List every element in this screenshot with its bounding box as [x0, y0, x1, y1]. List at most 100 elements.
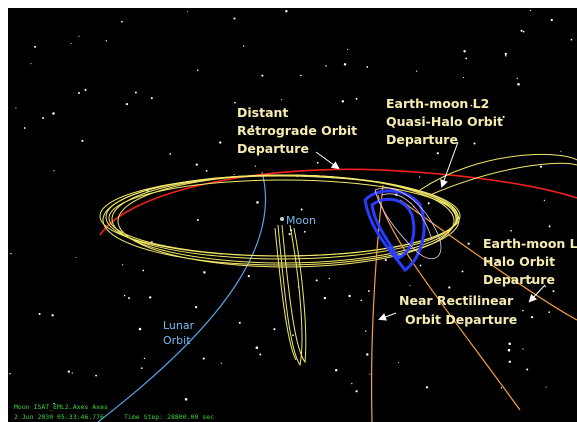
annotation: Earth-moon L2 [386, 96, 489, 111]
star [369, 374, 370, 375]
annotation: Distant [237, 105, 288, 120]
star [366, 353, 368, 355]
star [95, 375, 97, 377]
star [68, 370, 70, 372]
annotation: Departure [483, 272, 555, 287]
annotation: Orbit Departure [405, 312, 517, 327]
star [261, 75, 263, 77]
star [468, 243, 470, 245]
star [243, 45, 244, 46]
star [324, 297, 326, 299]
star [523, 31, 525, 33]
star [448, 286, 450, 288]
star [351, 383, 352, 384]
star [285, 10, 287, 12]
star [526, 368, 528, 370]
star [128, 297, 130, 299]
star [24, 127, 26, 129]
star [356, 98, 358, 100]
star [139, 328, 142, 331]
star [548, 311, 550, 313]
star [142, 270, 144, 272]
star [52, 112, 55, 115]
frame-label: Moon ISAT_EML2.Axes Axes [14, 403, 108, 411]
lunar-orbit-label: Lunar [163, 319, 195, 332]
star [149, 296, 151, 298]
star [187, 11, 188, 12]
star [501, 387, 502, 388]
star [344, 63, 346, 65]
star [126, 103, 128, 105]
annotation: Departure [237, 141, 309, 156]
star [289, 233, 291, 235]
annotation: Halo Orbit [483, 254, 555, 269]
star [124, 295, 125, 296]
moon-label: Moon [286, 214, 316, 227]
star [78, 92, 80, 94]
star [426, 386, 428, 388]
star [30, 63, 31, 64]
star [151, 97, 153, 99]
annotation: Retrograde Orbit [237, 123, 357, 138]
star [42, 117, 44, 119]
star [15, 108, 16, 109]
star [463, 50, 465, 52]
star [508, 349, 511, 352]
star [522, 310, 523, 311]
star [437, 152, 439, 154]
star [234, 102, 236, 104]
moon [280, 217, 284, 221]
star [71, 43, 72, 44]
star [517, 78, 518, 79]
star [355, 390, 357, 392]
annotation: Earth-moon L2 [483, 236, 577, 251]
star [219, 141, 221, 143]
star [549, 225, 551, 227]
star [509, 361, 511, 363]
annotation: Departure [386, 132, 458, 147]
star [304, 231, 306, 233]
star [462, 270, 464, 272]
star [428, 202, 430, 204]
star [195, 306, 197, 308]
star [206, 170, 208, 172]
star [221, 363, 222, 364]
star [135, 92, 137, 94]
star [409, 285, 410, 286]
star [385, 259, 387, 261]
star [185, 398, 188, 401]
star [169, 153, 171, 155]
star [551, 19, 553, 21]
star [248, 275, 250, 277]
star [51, 314, 53, 316]
star [530, 10, 531, 11]
star [84, 89, 86, 91]
star [301, 208, 303, 210]
star [203, 358, 205, 360]
star [203, 271, 205, 273]
star [256, 201, 259, 204]
star [122, 264, 123, 265]
star [347, 49, 348, 50]
orbit-view: Distant Retrograde Orbit Departure Earth… [0, 0, 577, 422]
star [398, 362, 399, 363]
star [196, 163, 198, 165]
star [505, 55, 507, 57]
star [571, 39, 573, 41]
star [34, 46, 36, 48]
star [300, 75, 302, 77]
star [348, 295, 350, 297]
star [9, 373, 10, 374]
star [233, 17, 235, 19]
star [292, 334, 294, 336]
time-step-label: Time Step: 28800.00 sec [124, 413, 214, 421]
star [75, 257, 76, 258]
star [325, 65, 327, 67]
annotation: Near Rectilinear [399, 293, 514, 308]
star [540, 166, 542, 168]
star [335, 369, 337, 371]
star [420, 265, 422, 267]
star [197, 219, 199, 221]
star [10, 253, 11, 254]
star [517, 83, 520, 86]
